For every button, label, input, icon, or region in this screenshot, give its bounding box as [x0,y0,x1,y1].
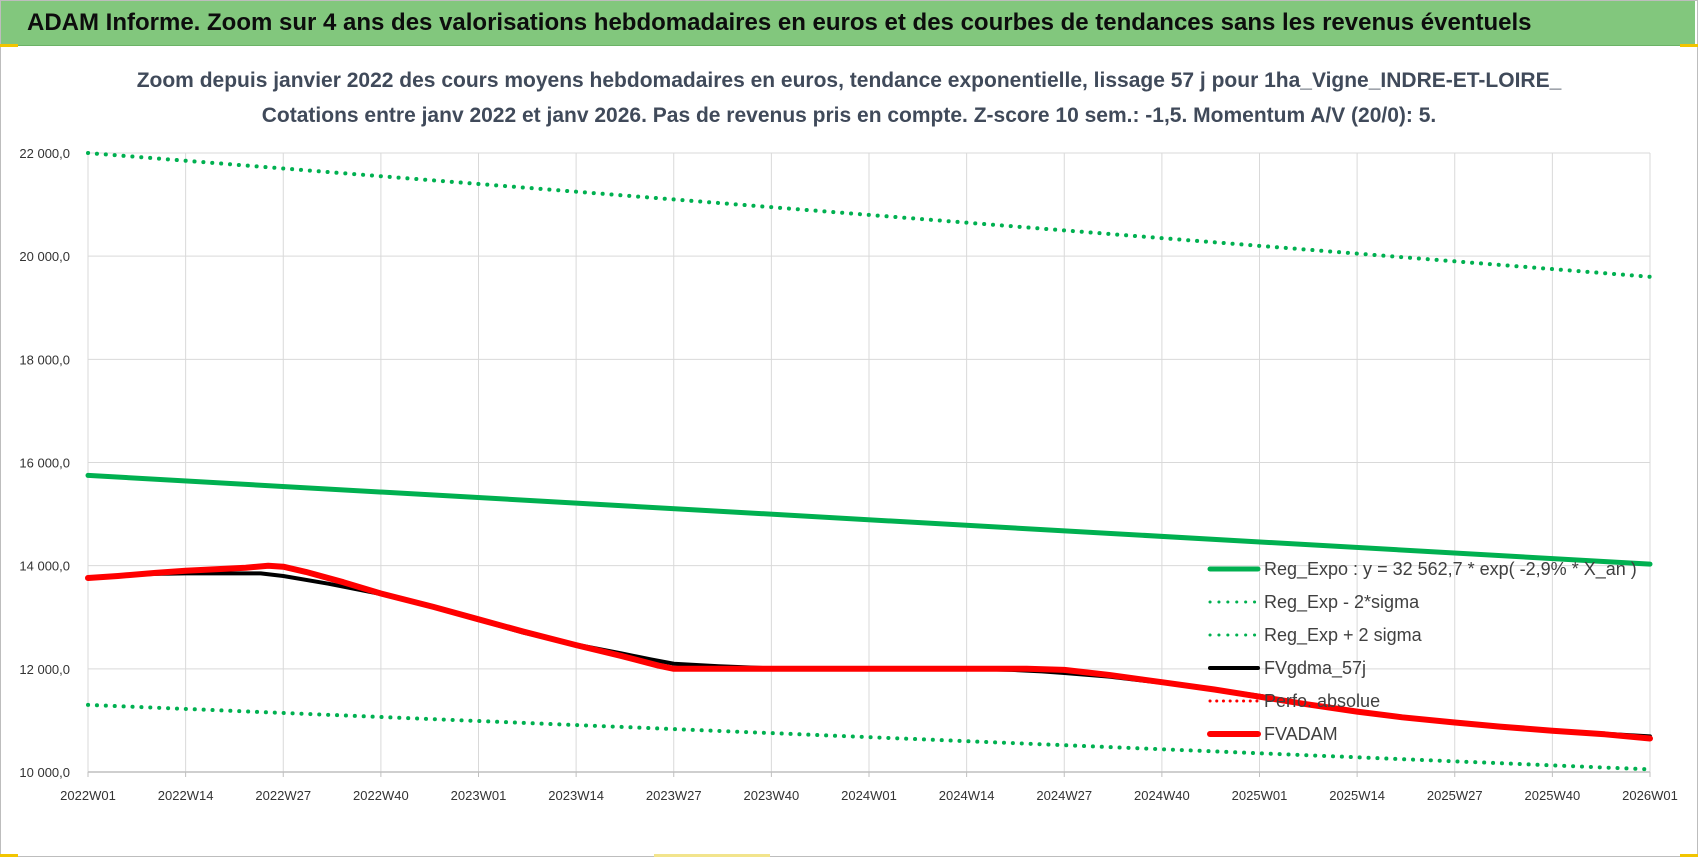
y-tick-label: 22 000,0 [19,146,70,161]
legend-label-1: Reg_Exp - 2*sigma [1264,592,1420,613]
accent-mark-bottom-left [0,854,18,857]
x-tick-label: 2023W14 [548,788,604,803]
x-tick-label: 2022W27 [255,788,311,803]
y-tick-label: 10 000,0 [19,765,70,780]
series-line-0 [85,472,1653,567]
x-tick-label: 2022W01 [60,788,116,803]
y-tick-label: 16 000,0 [19,456,70,471]
x-tick-label: 2025W40 [1525,788,1581,803]
accent-mark-top-right [1680,44,1698,47]
x-tick-label: 2023W27 [646,788,702,803]
report-title: ADAM Informe. Zoom sur 4 ans des valoris… [27,9,1532,36]
legend-label-3: FVgdma_57j [1264,658,1366,679]
series-lines [85,151,1653,772]
x-tick-label: 2025W01 [1232,788,1288,803]
x-tick-label: 2024W14 [939,788,995,803]
axes: 10 000,0 12 000,0 14 000,0 16 000,0 18 000,0… [19,146,1677,803]
x-tick-label: 2024W27 [1036,788,1092,803]
accent-mark-bottom-center [654,854,770,857]
x-tick-label: 2024W40 [1134,788,1190,803]
x-tick-label: 2026W01 [1622,788,1678,803]
y-tick-label: 18 000,0 [19,352,70,367]
x-tick-label: 2022W40 [353,788,409,803]
x-tick-label: 2023W40 [744,788,800,803]
legend-label-2: Reg_Exp + 2 sigma [1264,625,1423,646]
legend-label-5: FVADAM [1264,724,1338,744]
series-line-2 [86,151,1652,279]
x-tick-label: 2023W01 [451,788,507,803]
x-tick-label: 2024W01 [841,788,897,803]
x-tick-label: 2025W14 [1329,788,1385,803]
y-tick-label: 12 000,0 [19,662,70,677]
chart-subtitle: Cotations entre janv 2022 et janv 2026. … [261,104,1437,127]
x-tick-label: 2025W27 [1427,788,1483,803]
legend-label-0: Reg_Expo : y = 32 562,7 * exp( -2,9% * X… [1264,559,1637,580]
y-tick-label: 20 000,0 [19,249,70,264]
legend-label-4: Perfo. absolue [1264,691,1380,711]
x-tick-label: 2022W14 [158,788,214,803]
chart-title: Zoom depuis janvier 2022 des cours moyen… [136,69,1562,92]
gridlines [87,152,1651,773]
legend: Reg_Expo : y = 32 562,7 * exp( -2,9% * X… [1207,559,1637,744]
accent-mark-top-left [0,44,18,47]
series-line-1 [86,702,1652,772]
series-line-5 [85,562,1653,742]
y-tick-label: 14 000,0 [19,559,70,574]
header-banner: ADAM Informe. Zoom sur 4 ans des valoris… [1,1,1695,46]
accent-mark-bottom-right [1680,854,1698,857]
